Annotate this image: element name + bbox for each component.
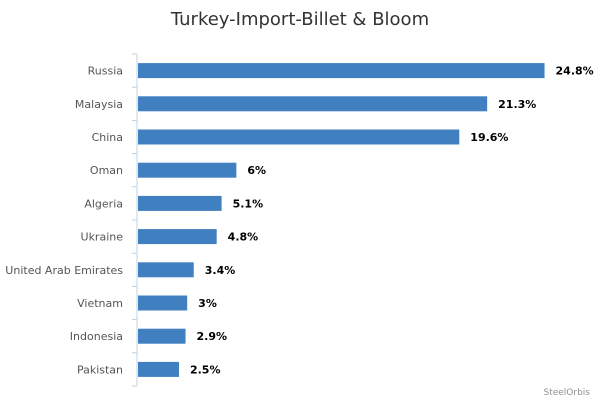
bar	[138, 229, 217, 245]
bar	[138, 129, 460, 145]
value-label: 21.3%	[498, 98, 536, 111]
value-label: 6%	[247, 164, 266, 177]
y-axis: Russia Malaysia China Oman Algeria Ukraine Uni…	[5, 53, 138, 387]
category-label: Ukraine	[81, 231, 124, 244]
category-label: China	[92, 131, 123, 144]
category-label: Russia	[88, 65, 123, 78]
category-label: Malaysia	[75, 98, 123, 111]
bar	[138, 63, 545, 79]
category-label: Oman	[90, 164, 123, 177]
value-label: 2.9%	[197, 330, 228, 343]
bar	[138, 295, 188, 311]
value-label: 24.8%	[556, 65, 594, 78]
category-label: Vietnam	[77, 297, 123, 310]
value-label: 4.8%	[228, 231, 259, 244]
chart-title: Turkey-Import-Billet & Bloom	[170, 9, 429, 30]
value-label: 5.1%	[233, 197, 264, 210]
category-label: Algeria	[84, 197, 123, 210]
bar	[138, 361, 179, 377]
value-label: 3%	[198, 297, 217, 310]
chart-credit: SteelOrbis	[543, 388, 590, 398]
bar	[138, 96, 488, 112]
bar	[138, 162, 237, 178]
value-label: 2.5%	[190, 363, 221, 376]
category-label: United Arab Emirates	[5, 264, 123, 277]
bar	[138, 262, 194, 278]
bar	[138, 195, 222, 211]
labels: 24.8% 21.3% 19.6% 6% 5.1% 4.8% 3.4% 3% 2.9% 2.5%	[190, 65, 594, 377]
category-label: Pakistan	[77, 363, 123, 376]
bars	[138, 63, 545, 377]
category-label: Indonesia	[70, 330, 123, 343]
bar	[138, 328, 186, 344]
value-label: 19.6%	[470, 131, 508, 144]
value-label: 3.4%	[205, 264, 236, 277]
